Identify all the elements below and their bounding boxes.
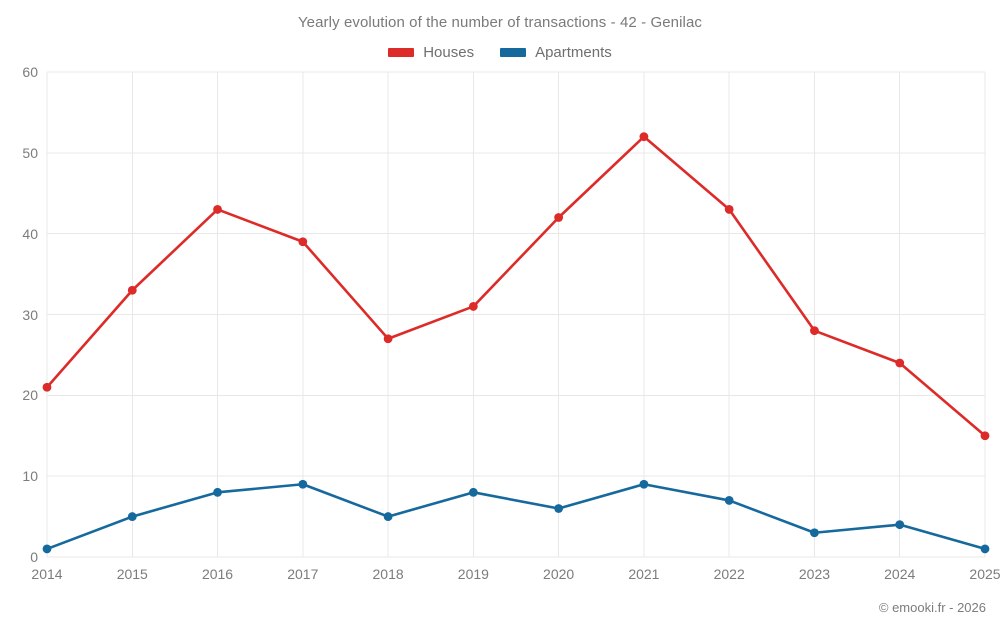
data-point-apartments[interactable] bbox=[42, 544, 52, 554]
x-tick-label: 2014 bbox=[31, 566, 63, 582]
chart-legend: Houses Apartments bbox=[0, 44, 1000, 61]
data-point-apartments[interactable] bbox=[724, 496, 734, 505]
legend-item-apartments[interactable]: Apartments bbox=[500, 44, 612, 61]
y-tick-label: 60 bbox=[22, 64, 38, 80]
data-point-apartments[interactable] bbox=[298, 479, 308, 489]
copyright-footer: © emooki.fr - 2026 bbox=[878, 600, 986, 615]
series-line-apartments bbox=[45, 482, 987, 551]
legend-swatch-houses bbox=[388, 48, 415, 57]
x-tick-label: 2019 bbox=[457, 566, 489, 582]
data-point-apartments[interactable] bbox=[383, 512, 393, 521]
legend-label-houses: Houses bbox=[423, 44, 475, 61]
y-tick-label: 40 bbox=[22, 225, 38, 242]
data-point-houses[interactable] bbox=[895, 358, 905, 368]
data-point-houses[interactable] bbox=[810, 326, 819, 336]
y-tick-label: 50 bbox=[22, 144, 38, 161]
x-tick-label: 2021 bbox=[628, 566, 660, 582]
x-tick-label: 2017 bbox=[287, 566, 319, 582]
data-point-apartments[interactable] bbox=[639, 479, 649, 489]
x-tick-label: 2022 bbox=[713, 566, 745, 582]
data-point-houses[interactable] bbox=[127, 285, 137, 295]
y-tick-label: 20 bbox=[22, 387, 38, 404]
data-point-apartments[interactable] bbox=[468, 487, 478, 497]
data-point-houses[interactable] bbox=[639, 132, 649, 142]
data-point-houses[interactable] bbox=[980, 431, 990, 441]
data-point-houses[interactable] bbox=[298, 237, 308, 247]
series-markers bbox=[42, 132, 990, 554]
data-point-houses[interactable] bbox=[554, 213, 564, 222]
y-tick-label: 10 bbox=[22, 468, 38, 485]
data-point-houses[interactable] bbox=[468, 302, 478, 311]
data-point-apartments[interactable] bbox=[213, 487, 222, 497]
x-tick-label: 2023 bbox=[798, 566, 831, 582]
x-tick-label: 2024 bbox=[884, 566, 916, 582]
x-tick-label: 2018 bbox=[372, 566, 404, 582]
data-point-apartments[interactable] bbox=[127, 512, 137, 521]
data-point-apartments[interactable] bbox=[554, 504, 564, 513]
data-point-houses[interactable] bbox=[213, 205, 222, 214]
x-tick-label: 2015 bbox=[116, 566, 148, 582]
data-point-apartments[interactable] bbox=[810, 528, 819, 538]
x-tick-label: 2016 bbox=[201, 566, 234, 582]
grid-lines bbox=[46, 71, 986, 558]
x-tick-label: 2025 bbox=[969, 566, 1000, 582]
legend-item-houses[interactable]: Houses bbox=[388, 44, 474, 61]
data-point-houses[interactable] bbox=[42, 382, 52, 392]
data-point-houses[interactable] bbox=[383, 334, 393, 344]
y-tick-label: 30 bbox=[22, 306, 38, 323]
data-point-houses[interactable] bbox=[724, 205, 734, 214]
x-tick-label: 2020 bbox=[543, 566, 575, 582]
series-line-houses bbox=[45, 135, 987, 438]
y-axis: 0 10 20 30 40 50 60 bbox=[0, 0, 38, 625]
legend-label-apartments: Apartments bbox=[535, 44, 612, 61]
y-tick-label: 0 bbox=[30, 549, 38, 565]
data-point-apartments[interactable] bbox=[980, 544, 990, 554]
series-lines bbox=[45, 135, 987, 551]
data-point-apartments[interactable] bbox=[895, 520, 905, 530]
legend-swatch-apartments bbox=[500, 48, 527, 57]
chart-title: Yearly evolution of the number of transa… bbox=[297, 14, 703, 31]
